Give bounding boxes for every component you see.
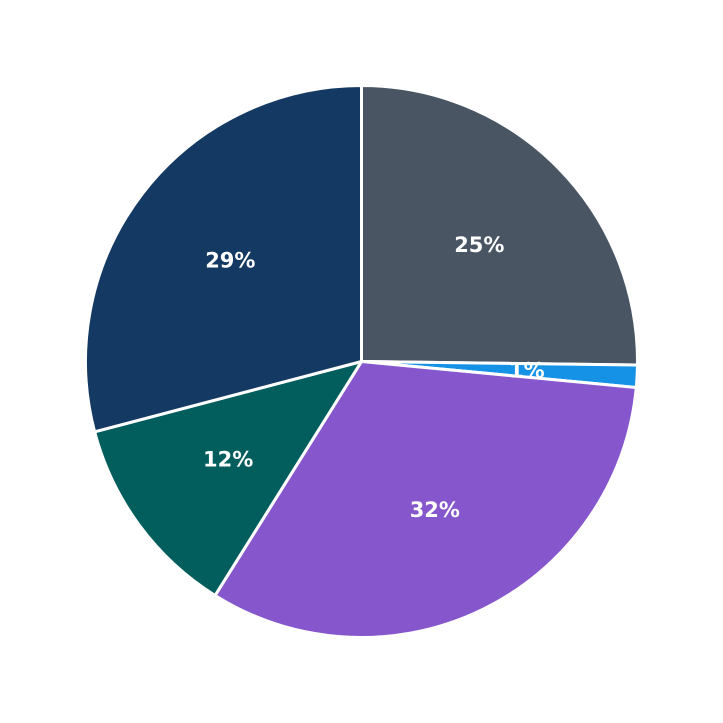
pie-slice-label-1: 25% (454, 233, 504, 257)
pie-slices (84, 84, 639, 639)
pie-slice-labels: 25% 1% 32% 12% 29% (203, 233, 545, 522)
pie-slice-label-2: 1% (509, 358, 545, 382)
pie-slice-label-5: 29% (205, 248, 255, 272)
pie-slice-5 (84, 84, 363, 434)
pie-slice-4 (93, 360, 363, 597)
pie-slice-label-4: 12% (203, 448, 253, 472)
pie-slice-1 (360, 84, 639, 367)
pie-slice-label-3: 32% (410, 498, 460, 522)
pie-slice-3 (213, 360, 638, 639)
